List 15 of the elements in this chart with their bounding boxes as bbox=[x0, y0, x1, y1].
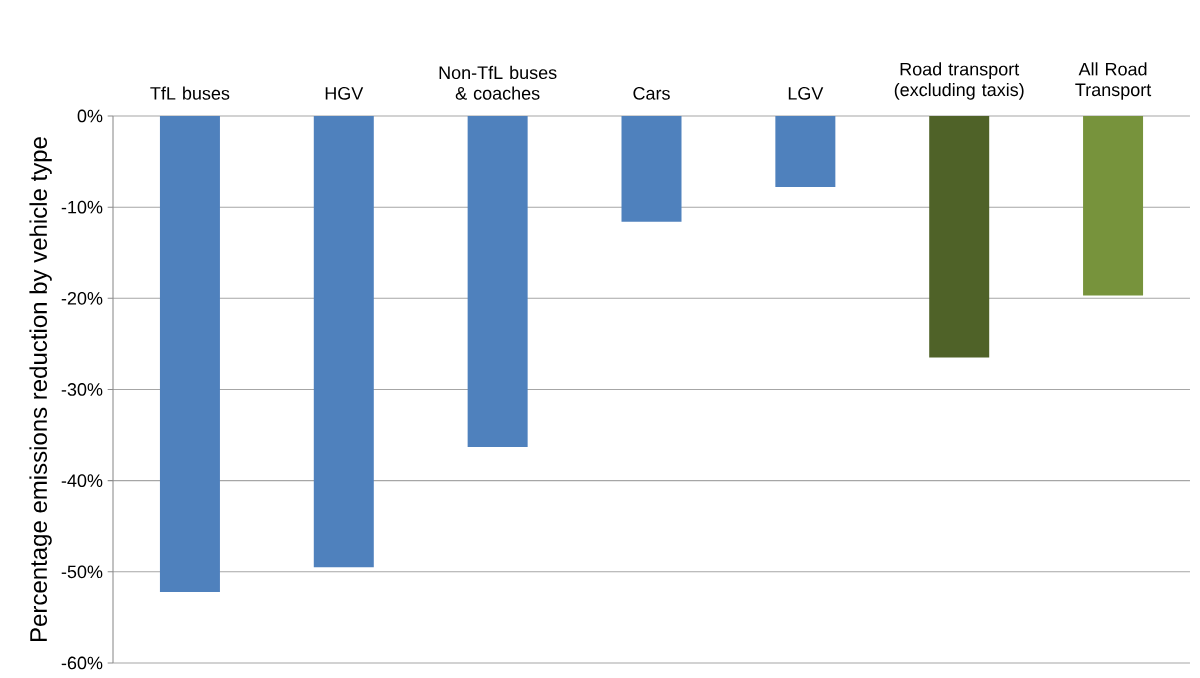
x-tick-label: Road transport (excluding taxis) bbox=[894, 62, 1024, 100]
x-tick-label: TfL buses bbox=[150, 86, 230, 100]
x-tick-label: LGV bbox=[788, 86, 824, 100]
y-tick-label: -50% bbox=[61, 565, 103, 579]
y-tick-label: -30% bbox=[61, 383, 103, 396]
x-tick-label: HGV bbox=[325, 86, 364, 100]
x-tick-label: Cars bbox=[633, 86, 670, 100]
y-tick-label: -40% bbox=[61, 474, 103, 488]
y-tick-label: -20% bbox=[61, 291, 103, 305]
y-axis-title: Percentage emissions reduction by vehicle type bbox=[29, 137, 52, 641]
y-tick-label: 0% bbox=[77, 109, 103, 123]
y-tick-label: -10% bbox=[61, 200, 103, 214]
x-tick-label: Non-TfL buses & coaches bbox=[439, 65, 557, 100]
y-tick-label: -60% bbox=[61, 656, 103, 670]
x-tick-label: All Road Transport bbox=[1075, 62, 1152, 100]
